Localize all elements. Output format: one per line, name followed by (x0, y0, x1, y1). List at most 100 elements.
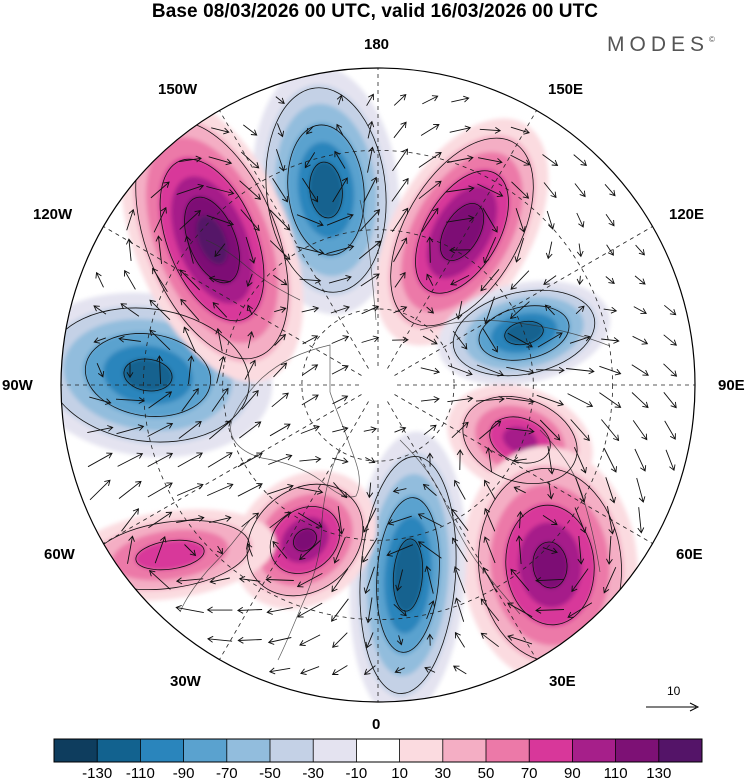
wind-arrow (207, 452, 233, 468)
contour-low-0 (359, 456, 457, 694)
colorbar-tick-label: -90 (172, 765, 195, 782)
wind-arrow (631, 392, 649, 409)
wind-arrow (299, 634, 321, 646)
wind-arrow (454, 631, 465, 648)
anomaly-band (196, 215, 228, 265)
wind-arrow (632, 420, 648, 441)
wind-arrow (392, 336, 409, 344)
colorbar-swatch (226, 739, 271, 762)
wind-arrow (484, 479, 496, 500)
contour-line (439, 203, 485, 261)
contour-line (123, 358, 173, 392)
wind-arrow (387, 515, 412, 526)
coastlines (179, 199, 611, 661)
wind-arrow (244, 359, 256, 380)
meridian (387, 401, 537, 660)
wind-arrow (206, 186, 235, 196)
wind-arrow (360, 273, 380, 287)
wind-arrow (179, 269, 201, 291)
meridian (394, 226, 653, 376)
anomaly-high-140w (120, 97, 304, 383)
wind-arrow (240, 151, 260, 169)
wind-arrow (304, 152, 316, 169)
wind-arrow (391, 177, 409, 202)
wind-arrow (334, 150, 346, 169)
wind-arrow (542, 547, 558, 555)
wind-arrow (241, 389, 259, 410)
wind-arrow (328, 274, 352, 284)
wind-arrow (297, 487, 324, 495)
wind-arrow (510, 154, 531, 166)
wind-arrow (574, 183, 586, 198)
wind-arrow (507, 634, 533, 645)
meridian (219, 401, 369, 660)
wind-arrow (599, 392, 622, 408)
wind-arrow (386, 544, 414, 557)
wind-arrow (605, 276, 615, 285)
wind-arrow (635, 244, 645, 256)
wind-arrow (603, 567, 617, 594)
wind-arrow (239, 421, 262, 439)
meridian (103, 226, 362, 376)
wind-arrow (332, 457, 349, 465)
wind-arrow (301, 305, 320, 313)
wind-arrow (631, 364, 649, 376)
wind-arrow (299, 455, 322, 463)
wind-arrow (187, 355, 195, 384)
wind-arrow (394, 667, 405, 674)
wind-arrow (296, 214, 324, 227)
wind-arrow (454, 479, 466, 500)
contour-line (478, 305, 570, 361)
wind-arrow (477, 183, 504, 198)
label-120w: 120W (33, 206, 73, 223)
colorbar-tick-label: -30 (302, 765, 325, 782)
wind-arrow (475, 395, 505, 403)
wind-arrow (506, 397, 535, 405)
wind-arrow (601, 419, 620, 442)
wind-arrow (418, 180, 442, 200)
reference-vector-label: 10 (667, 684, 681, 698)
wind-arrow (214, 243, 226, 258)
wind-arrow (577, 536, 585, 565)
wind-arrow (426, 236, 434, 263)
meridian (387, 110, 537, 369)
wind-arrow (148, 391, 173, 409)
colorbar-tick-label: 10 (391, 765, 408, 782)
wind-arrow (576, 212, 585, 228)
wind-arrow (546, 210, 555, 230)
contour-high-75e (462, 395, 578, 485)
wind-arrow (426, 273, 434, 286)
label-120e: 120E (669, 206, 705, 223)
wind-arrow (245, 236, 256, 264)
wind-arrow (451, 421, 469, 439)
wind-arrow (573, 154, 587, 166)
wind-arrow (366, 93, 374, 106)
wind-arrow (180, 298, 200, 321)
wind-arrow (665, 449, 676, 472)
wind-arrow (147, 422, 174, 437)
wind-arrow (543, 182, 557, 199)
wind-arrow (634, 275, 646, 285)
label-150w: 150W (158, 81, 198, 98)
graticule (61, 68, 695, 702)
wind-arrow (331, 365, 349, 375)
map-disk (61, 68, 695, 702)
contour-line (415, 170, 509, 294)
wind-arrow (118, 335, 141, 343)
wind-arrow (274, 333, 287, 346)
wind-arrow (545, 241, 553, 260)
wind-arrow (482, 207, 498, 233)
wind-arrow (273, 362, 288, 378)
wind-arrow (268, 667, 291, 675)
wind-arrow (148, 570, 171, 590)
label-30e: 30E (549, 673, 576, 690)
colorbar-tick-label: -50 (259, 765, 281, 782)
wind-arrow (483, 536, 496, 564)
wind-arrow (535, 366, 565, 374)
wind-arrow (507, 602, 533, 618)
wind-arrow (452, 665, 467, 675)
map-boundary (60, 67, 696, 703)
wind-arrow (336, 123, 344, 136)
wind-arrow (297, 602, 323, 618)
map-title: Base 08/03/2026 00 UTC, valid 16/03/2026… (151, 1, 599, 22)
